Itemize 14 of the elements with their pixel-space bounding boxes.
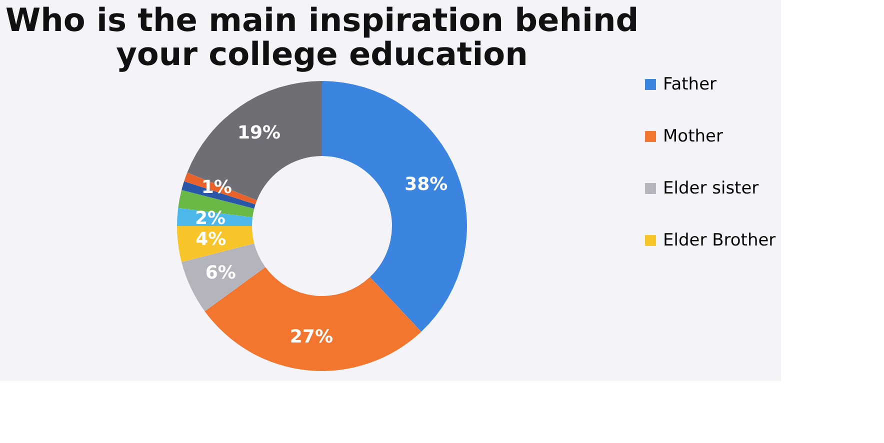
data-label: 38%: [404, 174, 448, 195]
data-label: 6%: [205, 262, 236, 284]
data-label: 4%: [196, 229, 226, 250]
legend-label: Elder Brother: [663, 230, 776, 250]
legend-label: Father: [663, 74, 717, 94]
data-label: 27%: [290, 326, 334, 348]
donut-slice: [204, 267, 422, 371]
data-label: 2%: [194, 208, 226, 229]
legend-label: Mother: [663, 126, 723, 146]
donut-slice: [187, 81, 322, 200]
data-label: 19%: [238, 122, 281, 144]
legend-label: Elder sister: [663, 178, 759, 198]
donut-slice: [177, 226, 254, 262]
text: Who is the main inspiration behind: [5, 1, 639, 39]
